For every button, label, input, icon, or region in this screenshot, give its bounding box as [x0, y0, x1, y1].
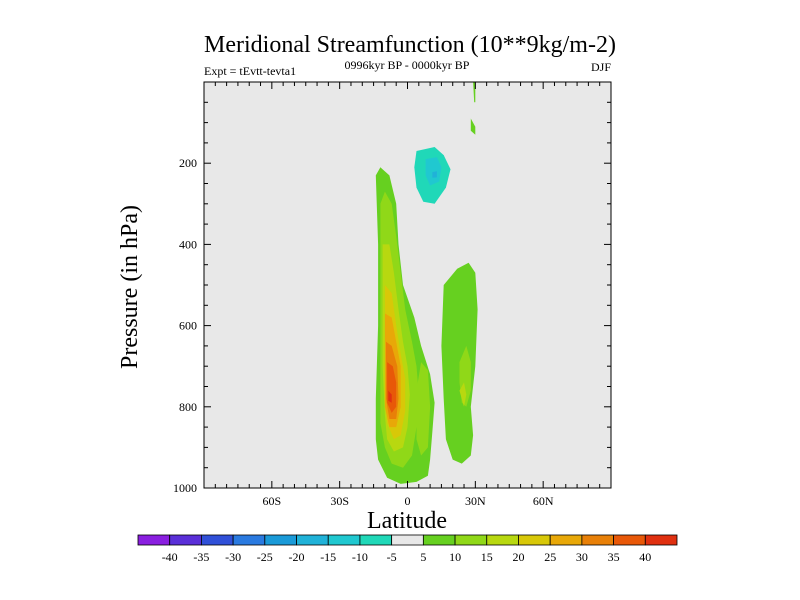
x-tick-label: 30N [465, 494, 486, 508]
colorbar-label: 20 [513, 550, 525, 564]
colorbar-label: -25 [257, 550, 273, 564]
y-axis-label: Pressure (in hPa) [117, 205, 143, 369]
contour-region-hadley-pos-40 [388, 390, 392, 403]
colorbar-label: -20 [289, 550, 305, 564]
colorbar-label: -10 [352, 550, 368, 564]
colorbar-label: -15 [320, 550, 336, 564]
contour-region-upper-trop-neg-core [432, 171, 437, 178]
colorbar-label: -5 [387, 550, 397, 564]
colorbar-swatch [232, 534, 266, 546]
y-tick-label: 800 [179, 400, 197, 414]
y-tick-label: 1000 [173, 481, 197, 495]
colorbar-label: -30 [225, 550, 241, 564]
x-tick-label: 60S [262, 494, 281, 508]
contour-region-high-lat-south-column [253, 82, 259, 436]
colorbar-label: 15 [481, 550, 493, 564]
experiment-label: Expt = tEvtt-tevta1 [204, 64, 296, 78]
contour-region-nh-high-neg-strip [552, 82, 555, 172]
colorbar-swatch [486, 534, 519, 546]
contour-regions [253, 82, 555, 484]
colorbar-label: 35 [608, 550, 620, 564]
contour-region-upper-trop-neg-inner [425, 157, 442, 186]
x-tick-label: 60N [533, 494, 554, 508]
contour-region-nh-upper-pos-sliver [473, 82, 476, 103]
colorbar-swatch [201, 534, 234, 546]
y-tick-label: 600 [179, 319, 197, 333]
contour-region-nh-midlat-neg-cell [495, 193, 528, 468]
colorbar-swatch [359, 534, 393, 546]
colorbar-swatch [454, 534, 488, 546]
colorbar-label: 30 [576, 550, 588, 564]
colorbar-swatch [613, 534, 646, 546]
colorbar-swatch [296, 534, 329, 546]
y-tick-label: 200 [179, 156, 197, 170]
colorbar-swatch [518, 534, 551, 546]
colorbar-swatch [327, 534, 361, 546]
colorbar-swatch [549, 534, 583, 546]
season-label: DJF [591, 60, 611, 74]
colorbar-label: 40 [639, 550, 651, 564]
colorbar-swatch [264, 534, 297, 546]
axis-ticks: 60S 30S 0 30N 60N 200 400 600 800 1000 [173, 82, 611, 508]
colorbar-swatch [581, 534, 614, 546]
colorbar-swatch [422, 534, 456, 546]
colorbar-swatch [391, 534, 424, 546]
y-tick-label: 400 [179, 237, 197, 251]
colorbar: -40 -35 -30 -25 -20 -15 -10 -5 5 10 15 20 25 30 35 40 [137, 534, 678, 564]
x-tick-label: 0 [405, 494, 411, 508]
colorbar-swatch [169, 534, 202, 546]
contour-region-nh-upper-pos-blob [470, 118, 476, 135]
x-axis-label: Latitude [367, 508, 447, 534]
colorbar-label: -35 [193, 550, 209, 564]
colorbar-label: 25 [544, 550, 556, 564]
x-tick-label: 30S [330, 494, 349, 508]
colorbar-label: 5 [420, 550, 426, 564]
chart-title: Meridional Streamfunction (10**9kg/m-2) [204, 32, 616, 58]
contour-region-eq-pos-strip [416, 362, 431, 456]
colorbar-swatch [644, 534, 678, 546]
time-range-label: 0996kyr BP - 0000kyr BP [345, 58, 470, 72]
contour-region-nh-ferrel-pos-15 [459, 382, 467, 407]
colorbar-label: 10 [449, 550, 461, 564]
colorbar-label: -40 [162, 550, 178, 564]
colorbar-swatch [137, 534, 171, 546]
